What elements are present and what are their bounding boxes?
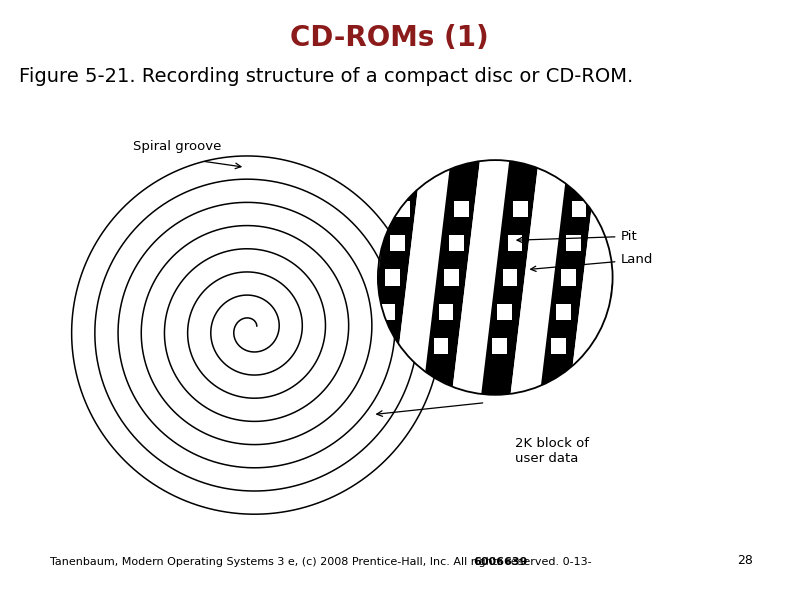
Polygon shape bbox=[551, 338, 565, 354]
Polygon shape bbox=[390, 131, 454, 424]
Polygon shape bbox=[595, 131, 660, 424]
Polygon shape bbox=[630, 201, 645, 217]
Text: Spiral groove: Spiral groove bbox=[133, 140, 222, 153]
Polygon shape bbox=[492, 338, 507, 354]
Polygon shape bbox=[449, 235, 464, 251]
Polygon shape bbox=[439, 303, 453, 320]
Text: Tanenbaum, Modern Operating Systems 3 e, (c) 2008 Prentice-Hall, Inc. All rights: Tanenbaum, Modern Operating Systems 3 e,… bbox=[50, 557, 592, 567]
Polygon shape bbox=[625, 235, 640, 251]
Text: 2K block of
user data: 2K block of user data bbox=[515, 437, 589, 465]
Polygon shape bbox=[380, 303, 395, 320]
Text: 6006639: 6006639 bbox=[472, 557, 527, 567]
Polygon shape bbox=[620, 270, 634, 286]
Text: Figure 5-21. Recording structure of a compact disc or CD-ROM.: Figure 5-21. Recording structure of a co… bbox=[19, 67, 634, 86]
Polygon shape bbox=[507, 131, 572, 424]
Circle shape bbox=[378, 160, 613, 395]
Polygon shape bbox=[556, 303, 571, 320]
Polygon shape bbox=[395, 201, 410, 217]
Polygon shape bbox=[331, 131, 395, 424]
Text: Pit: Pit bbox=[517, 230, 637, 243]
Polygon shape bbox=[419, 131, 484, 424]
Polygon shape bbox=[454, 201, 468, 217]
Polygon shape bbox=[565, 131, 630, 424]
Polygon shape bbox=[498, 303, 512, 320]
Polygon shape bbox=[503, 270, 517, 286]
Polygon shape bbox=[360, 131, 425, 424]
Text: 28: 28 bbox=[738, 554, 754, 567]
Polygon shape bbox=[513, 201, 527, 217]
Polygon shape bbox=[385, 270, 400, 286]
Polygon shape bbox=[391, 235, 405, 251]
Text: CD-ROMs (1): CD-ROMs (1) bbox=[291, 24, 489, 52]
Polygon shape bbox=[478, 131, 542, 424]
Polygon shape bbox=[444, 270, 459, 286]
Polygon shape bbox=[507, 235, 522, 251]
Text: Land: Land bbox=[530, 253, 653, 271]
Polygon shape bbox=[449, 131, 513, 424]
Polygon shape bbox=[375, 338, 390, 354]
Polygon shape bbox=[566, 235, 581, 251]
Polygon shape bbox=[536, 131, 601, 424]
Polygon shape bbox=[561, 270, 576, 286]
Polygon shape bbox=[572, 201, 586, 217]
Polygon shape bbox=[615, 303, 630, 320]
Polygon shape bbox=[610, 338, 624, 354]
Polygon shape bbox=[434, 338, 449, 354]
